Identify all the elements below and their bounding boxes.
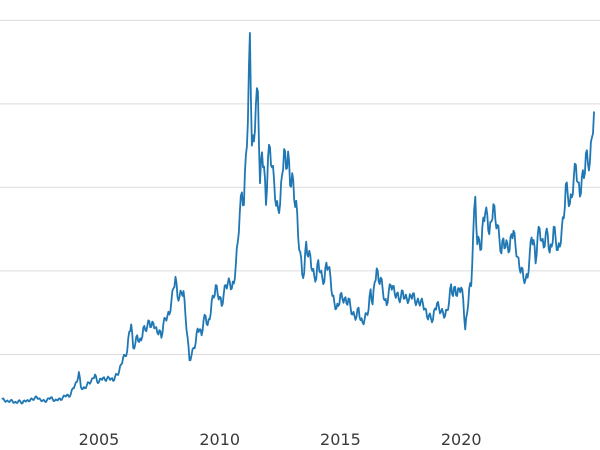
x-tick-label-2010: 2010: [199, 430, 240, 449]
x-tick-label-2015: 2015: [320, 430, 361, 449]
x-tick-label-2020: 2020: [441, 430, 482, 449]
x-axis-tick-labels: 2005 2010 2015 2020: [79, 430, 482, 449]
x-tick-label-2005: 2005: [79, 430, 120, 449]
price-line-series: [1, 32, 595, 405]
y-gridlines: [0, 19, 600, 355]
